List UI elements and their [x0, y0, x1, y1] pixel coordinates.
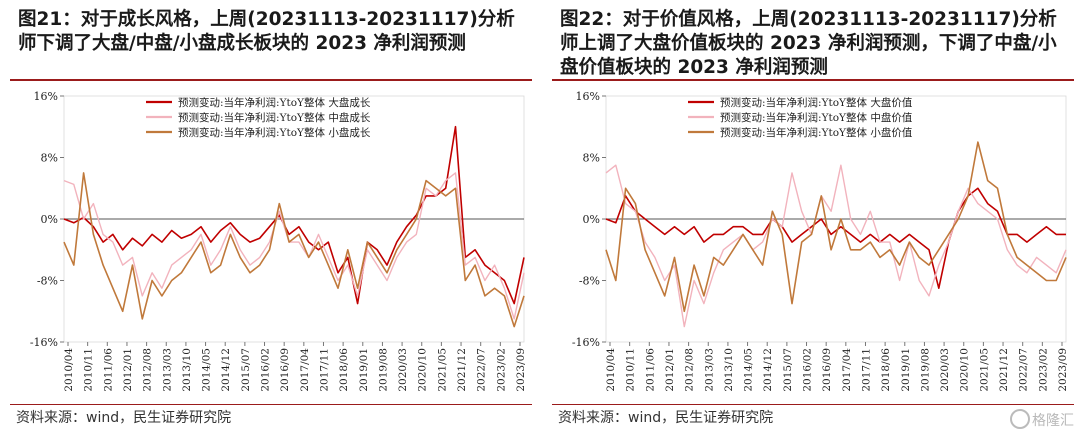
chart-title: 图21：对于成长风格，上周(20231113-20231117)分析师下调了大盘… [18, 9, 515, 54]
x-tick-label: 2012/01 [664, 348, 676, 392]
x-tick-label: 2023/09 [1057, 348, 1069, 392]
watermark: 格隆汇 [1010, 409, 1074, 430]
x-tick-label: 2023/02 [495, 348, 507, 392]
x-tick-label: 2016/09 [279, 348, 291, 392]
series-line-2 [605, 141, 1067, 313]
source-divider [552, 404, 1074, 405]
x-tick-label: 2020/03 [939, 348, 951, 392]
series-line-2 [63, 172, 525, 328]
x-tick-label: 2021/05 [978, 348, 990, 392]
x-tick-label: 2011/06 [102, 348, 114, 392]
x-tick-label: 2013/03 [703, 348, 715, 392]
x-tick-label: 2016/02 [260, 348, 272, 392]
x-tick-label: 2020/10 [959, 348, 971, 392]
x-tick-label: 2020/03 [397, 348, 409, 392]
x-tick-label: 2013/10 [723, 348, 735, 392]
growth-line-chart: 16% 8% 0% -8% -16% 2010/04 2010/11 2011/06 2012/… [30, 90, 527, 392]
y-tick-label: 16% [576, 90, 600, 103]
x-tick-label: 2019/01 [358, 348, 370, 392]
title-divider [552, 79, 1074, 81]
x-tick-label: 2023/09 [515, 348, 527, 392]
y-tick-label: -8% [37, 275, 58, 288]
series-line-0 [63, 125, 525, 305]
x-tick-label: 2015/07 [782, 348, 794, 392]
chart-title: 图22：对于价值风格，上周(20231113-20231117)分析师上调了大盘… [560, 9, 1057, 78]
x-tick-label: 2014/05 [201, 348, 213, 392]
legend-label: 预测变动:当年净利润:YtoY整体 大盘价值 [720, 96, 913, 109]
legend-label: 预测变动:当年净利润:YtoY整体 中盘价值 [720, 111, 913, 124]
y-tick-label: 8% [41, 152, 58, 165]
source-divider [10, 404, 532, 405]
title-divider [10, 79, 532, 81]
watermark-logo-icon [1010, 409, 1030, 429]
y-tick-label: -8% [579, 275, 600, 288]
x-tick-label: 2010/04 [605, 348, 617, 392]
x-tick-label: 2018/06 [880, 348, 892, 392]
x-tick-label: 2017/04 [299, 348, 311, 392]
x-tick-label: 2010/04 [63, 348, 75, 392]
x-tick-label: 2017/11 [318, 348, 330, 392]
x-tick-label: 2017/11 [860, 348, 872, 392]
x-tick-label: 2018/06 [338, 348, 350, 392]
y-tick-label: 0% [41, 213, 58, 226]
legend-label: 预测变动:当年净利润:YtoY整体 中盘成长 [178, 111, 371, 124]
value-line-chart: 16% 8% 0% -8% -16% 2010/04 2010/11 2011/06 2012/… [572, 90, 1069, 392]
x-tick-label: 2019/08 [919, 348, 931, 392]
y-tick-label: -16% [572, 336, 600, 349]
x-tick-label: 2014/05 [743, 348, 755, 392]
legend-label: 预测变动:当年净利润:YtoY整体 大盘成长 [178, 96, 371, 109]
x-tick-label: 2022/07 [476, 348, 488, 392]
x-tick-label: 2013/10 [181, 348, 193, 392]
y-tick-label: -16% [30, 336, 58, 349]
series-line-0 [605, 187, 1066, 289]
chart-panel-growth: 图21：对于成长风格，上周(20231113-20231117)分析师下调了大盘… [6, 0, 536, 434]
x-tick-label: 2023/02 [1037, 348, 1049, 392]
x-tick-label: 2016/09 [821, 348, 833, 392]
series-line-1 [605, 164, 1067, 328]
watermark-text: 格隆汇 [1032, 413, 1074, 429]
x-tick-label: 2015/07 [240, 348, 252, 392]
x-tick-label: 2022/07 [1018, 348, 1030, 392]
x-tick-label: 2019/01 [900, 348, 912, 392]
y-tick-label: 16% [34, 90, 58, 103]
x-tick-label: 2014/12 [220, 348, 232, 392]
source-note: 资料来源：wind，民生证券研究院 [16, 410, 232, 426]
legend-label: 预测变动:当年净利润:YtoY整体 小盘价值 [720, 126, 913, 139]
x-tick-label: 2021/05 [436, 348, 448, 392]
x-tick-label: 2012/08 [142, 348, 154, 392]
x-tick-label: 2020/10 [417, 348, 429, 392]
x-tick-label: 2016/02 [802, 348, 814, 392]
x-tick-label: 2021/12 [998, 348, 1010, 392]
y-tick-label: 8% [583, 152, 600, 165]
legend-label: 预测变动:当年净利润:YtoY整体 小盘成长 [178, 126, 371, 139]
source-note: 资料来源：wind，民生证券研究院 [558, 410, 774, 426]
x-tick-label: 2010/11 [83, 348, 95, 392]
x-tick-label: 2011/06 [644, 348, 656, 392]
x-tick-label: 2013/03 [161, 348, 173, 392]
series-line-1 [63, 172, 525, 320]
x-tick-label: 2019/08 [377, 348, 389, 392]
chart-panel-value: 图22：对于价值风格，上周(20231113-20231117)分析师上调了大盘… [548, 0, 1078, 434]
y-tick-label: 0% [583, 213, 600, 226]
x-tick-label: 2012/01 [122, 348, 134, 392]
x-tick-label: 2010/11 [625, 348, 637, 392]
x-tick-label: 2012/08 [684, 348, 696, 392]
x-tick-label: 2021/12 [456, 348, 468, 392]
x-tick-label: 2017/04 [841, 348, 853, 392]
x-tick-label: 2014/12 [762, 348, 774, 392]
